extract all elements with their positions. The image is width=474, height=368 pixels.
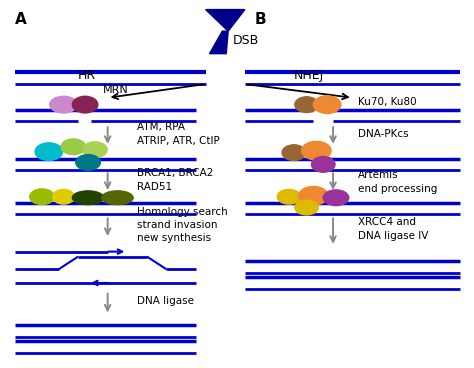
Ellipse shape [295, 97, 319, 113]
Ellipse shape [313, 96, 341, 113]
Polygon shape [206, 10, 245, 31]
Ellipse shape [61, 139, 86, 155]
Text: DNA-PKcs: DNA-PKcs [357, 129, 408, 139]
Ellipse shape [35, 143, 63, 160]
Ellipse shape [295, 200, 319, 215]
Text: NHEJ: NHEJ [294, 69, 324, 82]
Text: Homology search
strand invasion
new synthesis: Homology search strand invasion new synt… [137, 207, 228, 243]
Ellipse shape [76, 155, 100, 170]
Ellipse shape [102, 191, 133, 205]
Ellipse shape [73, 96, 98, 113]
Text: ATM, RPA
ATRIP, ATR, CtIP: ATM, RPA ATRIP, ATR, CtIP [137, 123, 220, 146]
Ellipse shape [299, 187, 328, 205]
Polygon shape [210, 31, 228, 54]
Ellipse shape [53, 190, 74, 204]
Ellipse shape [50, 96, 77, 113]
Text: Ku70, Ku80: Ku70, Ku80 [357, 97, 416, 107]
Ellipse shape [73, 191, 104, 205]
Ellipse shape [82, 142, 107, 158]
Ellipse shape [30, 189, 54, 205]
Text: HR: HR [78, 69, 96, 82]
Text: BRCA1, BRCA2
RAD51: BRCA1, BRCA2 RAD51 [137, 169, 213, 192]
Ellipse shape [311, 156, 335, 172]
Text: XRCC4 and
DNA ligase IV: XRCC4 and DNA ligase IV [357, 217, 428, 241]
Ellipse shape [323, 190, 349, 206]
Text: B: B [255, 11, 266, 26]
Ellipse shape [277, 190, 301, 204]
Text: DNA ligase: DNA ligase [137, 296, 194, 305]
Text: DSB: DSB [233, 35, 259, 47]
Ellipse shape [301, 141, 331, 160]
Text: A: A [15, 11, 26, 26]
Text: MRN: MRN [103, 85, 128, 95]
Text: Artemis
end processing: Artemis end processing [357, 170, 437, 194]
Ellipse shape [282, 145, 306, 160]
